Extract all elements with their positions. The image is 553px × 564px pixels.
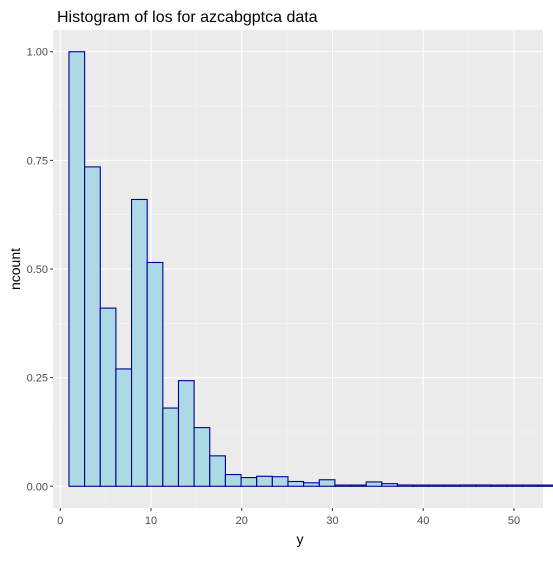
histogram-bar [396,484,414,487]
x-tick-label: 30 [326,515,338,527]
histogram-bar [334,484,352,487]
x-tick-label: 20 [236,515,248,527]
histogram-bar [475,484,492,487]
y-tick-label: 0.00 [27,481,48,493]
x-axis: 0 10 20 30 40 50 [57,508,520,527]
histogram-bar [459,484,477,487]
chart-title: Histogram of los for azcabgptca data [57,9,318,26]
histogram-bar [350,484,367,487]
histogram-bar [256,475,273,487]
y-tick-label: 0.75 [27,155,48,167]
histogram-bar [443,484,461,487]
histogram-bar [287,480,305,487]
histogram-bar [428,484,445,487]
histogram-bar [271,476,289,487]
histogram-bars [68,51,553,487]
x-tick-label: 10 [145,515,157,527]
histogram-bar [412,484,430,487]
histogram-bar [303,482,320,487]
histogram-bar [68,51,86,487]
y-tick-label: 0.25 [27,373,48,385]
histogram-bar [162,407,180,487]
histogram-bar [209,455,226,487]
x-axis-label: y [297,531,304,547]
histogram-bar [99,307,117,487]
histogram-bar [84,166,101,487]
x-tick-label: 50 [508,515,520,527]
y-tick-label: 0.50 [27,264,48,276]
histogram-bar [381,483,399,487]
y-axis: 0.00 0.25 0.50 0.75 1.00 [27,47,53,493]
histogram-bar [193,427,211,487]
x-tick-label: 0 [57,515,63,527]
histogram-bar [318,479,336,487]
histogram-bar [115,368,133,487]
histogram-bar [506,484,524,487]
histogram-bar [224,473,242,487]
histogram-bar [177,380,195,487]
y-axis-label: ncount [7,248,23,290]
histogram-bar [522,484,539,487]
histogram-bar [490,484,508,487]
histogram-bar [537,484,553,487]
histogram-bar [365,481,383,487]
y-tick-label: 1.00 [27,47,48,59]
histogram-bar [146,261,164,487]
histogram-bar [130,198,148,487]
histogram-bar [240,477,258,487]
x-tick-label: 40 [417,515,429,527]
